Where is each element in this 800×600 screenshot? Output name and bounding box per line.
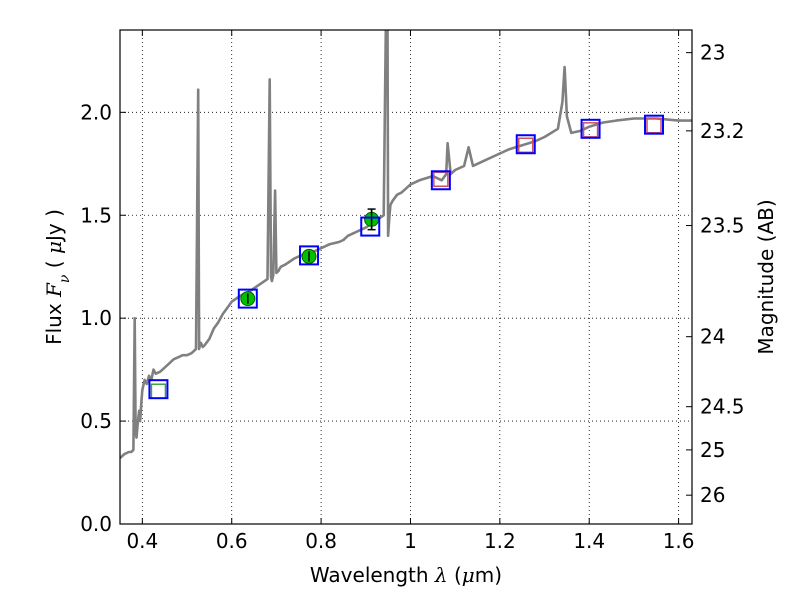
y-tick-label: 2.0 [80,100,112,124]
plot-frame [119,29,693,525]
y2-tick-label: 23.5 [700,214,745,238]
y2-tick-label: 23 [700,41,725,65]
y2-tick-label: 26 [700,483,725,507]
model-box-marker [580,118,601,139]
axis-labels: Wavelength λ (μm) Flux Fν ( μJy ) Magnitud… [42,199,778,587]
y-tick-label: 1.0 [80,306,112,330]
tick-marks: 0.4 0.6 0.8 1 1.2 1.4 1.6 0.0 0.5 1.0 1.5 2.0 23 23.2… [80,30,745,553]
x-tick-label: 0.6 [216,529,248,553]
x-tick-label: 1.2 [484,529,516,553]
model-box-marker [148,379,169,400]
photometry-markers [148,114,665,400]
model-box-marker [515,134,536,155]
x-tick-label: 1 [404,529,417,553]
spectrum-series [120,30,692,460]
model-box-marker [360,216,381,237]
model-box-marker [299,245,320,266]
y-tick-label: 0.5 [80,409,112,433]
y2-tick-label: 25 [700,438,725,462]
y2-tick-label: 23.2 [700,119,745,143]
spectrum-line [120,30,692,460]
x-tick-label: 1.6 [663,529,695,553]
y-tick-label: 1.5 [80,203,112,227]
model-box-marker [644,114,665,135]
model-box-marker [430,170,451,191]
x-axis-label: Wavelength λ (μm) [310,563,502,587]
x-tick-label: 0.8 [305,529,337,553]
y-axis-label: Flux Fν ( μJy ) [42,209,73,345]
model-box-marker [237,288,258,309]
y2-tick-label: 24 [700,325,725,349]
axes-frame [119,29,693,525]
y-tick-label: 0.0 [80,512,112,536]
x-tick-label: 1.4 [573,529,605,553]
x-tick-label: 0.4 [126,529,158,553]
y2-tick-label: 24.5 [700,395,745,419]
y2-axis-label: Magnitude (AB) [754,199,778,354]
